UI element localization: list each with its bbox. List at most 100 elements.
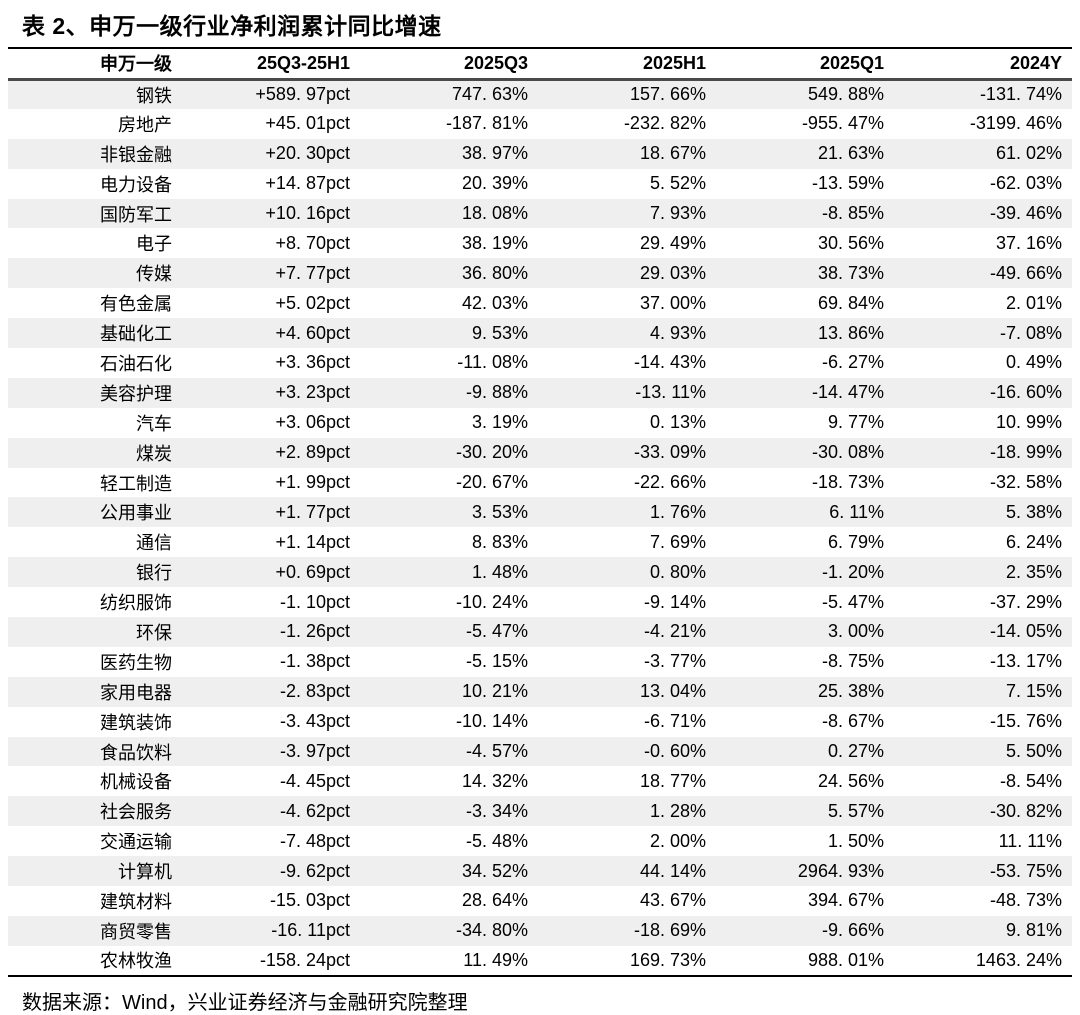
value-cell: 10. 21% <box>461 681 528 702</box>
table-row: 机械设备 -4. 45pct 14. 32% 18. 77% 24. 56% -8. 54… <box>8 766 1072 796</box>
value-cell: -0. 60% <box>643 741 706 762</box>
value-cell: -1. 26pct <box>279 621 350 642</box>
value-cell: -48. 73% <box>989 890 1062 911</box>
value-cell: 13. 04% <box>639 681 706 702</box>
value-cell: 1. 28% <box>649 800 706 821</box>
table-row: 有色金属 +5. 02pct 42. 03% 37. 00% 69. 84% 2. 01% <box>8 288 1072 318</box>
value-cell: -3. 43pct <box>279 711 350 732</box>
value-cell: -22. 66% <box>633 472 706 493</box>
industry-name-cell: 环保 <box>136 622 172 643</box>
value-cell: -5. 15% <box>465 651 528 672</box>
value-cell: -158. 24pct <box>259 949 350 970</box>
value-cell: 1463. 24% <box>975 949 1062 970</box>
table-header: 申万一级 25Q3-25H1 2025Q3 2025H1 2025Q1 2024Y <box>8 48 1072 81</box>
value-cell: 5. 52% <box>649 173 706 194</box>
industry-name-cell: 钢铁 <box>136 85 172 106</box>
table-row: 纺织服饰 -1. 10pct -10. 24% -9. 14% -5. 47% -37. … <box>8 587 1072 617</box>
value-cell: -7. 08% <box>999 322 1062 343</box>
table-row: 传媒 +7. 77pct 36. 80% 29. 03% 38. 73% -49. 66% <box>8 258 1072 289</box>
industry-name-cell: 社会服务 <box>100 802 172 823</box>
value-cell: -3. 77% <box>643 651 706 672</box>
value-cell: 169. 73% <box>629 949 706 970</box>
value-cell: 42. 03% <box>461 292 528 313</box>
table-row: 汽车 +3. 06pct 3. 19% 0. 13% 9. 77% 10. 99% <box>8 408 1072 438</box>
value-cell: 3. 00% <box>827 621 884 642</box>
value-cell: -4. 62pct <box>279 800 350 821</box>
value-cell: -9. 88% <box>465 382 528 403</box>
value-cell: -8. 67% <box>821 711 884 732</box>
industry-name-cell: 电子 <box>136 234 172 255</box>
value-cell: -5. 47% <box>465 621 528 642</box>
value-cell: -18. 99% <box>989 442 1062 463</box>
value-cell: +589. 97pct <box>255 84 350 105</box>
industry-name-cell: 家用电器 <box>100 682 172 703</box>
table-row: 建筑装饰 -3. 43pct -10. 14% -6. 71% -8. 67% -15. … <box>8 707 1072 737</box>
value-cell: -6. 27% <box>821 352 884 373</box>
value-cell: -32. 58% <box>989 472 1062 493</box>
value-cell: -62. 03% <box>989 173 1062 194</box>
value-cell: -39. 46% <box>989 203 1062 223</box>
value-cell: +1. 14pct <box>275 531 350 552</box>
value-cell: -33. 09% <box>633 442 706 463</box>
value-cell: 2. 35% <box>1005 561 1062 582</box>
value-cell: 11. 11% <box>998 830 1062 851</box>
value-cell: 4. 93% <box>649 322 706 343</box>
industry-name-cell: 交通运输 <box>100 832 172 853</box>
value-cell: +1. 99pct <box>275 472 350 493</box>
table-row: 公用事业 +1. 77pct 3. 53% 1. 76% 6. 11% 5. 38% <box>8 497 1072 528</box>
value-cell: +10. 16pct <box>265 203 350 223</box>
industry-name-cell: 计算机 <box>118 862 172 883</box>
value-cell: 18. 67% <box>639 143 706 164</box>
value-cell: 7. 69% <box>649 531 706 552</box>
value-cell: -4. 45pct <box>279 770 350 791</box>
header-row: 申万一级 25Q3-25H1 2025Q3 2025H1 2025Q1 2024Y <box>8 48 1072 81</box>
value-cell: 44. 14% <box>639 860 706 881</box>
industry-name-cell: 煤炭 <box>136 443 172 464</box>
value-cell: +7. 77pct <box>275 262 350 283</box>
value-cell: 18. 08% <box>461 203 528 223</box>
value-cell: 34. 52% <box>461 860 528 881</box>
value-cell: +3. 36pct <box>275 352 350 373</box>
value-cell: -13. 11% <box>635 382 706 403</box>
value-cell: -30. 20% <box>455 442 528 463</box>
industry-name-cell: 商贸零售 <box>100 921 172 942</box>
table-row: 基础化工 +4. 60pct 9. 53% 4. 93% 13. 86% -7. 08% <box>8 318 1072 349</box>
value-cell: -8. 75% <box>821 651 884 672</box>
value-cell: 29. 49% <box>639 232 706 253</box>
value-cell: 9. 81% <box>1005 920 1062 941</box>
value-cell: -1. 38pct <box>279 651 350 672</box>
table-row: 钢铁 +589. 97pct 747. 63% 157. 66% 549. 88% -13… <box>8 79 1072 109</box>
industry-name-cell: 轻工制造 <box>100 473 172 494</box>
value-cell: -16. 60% <box>989 382 1062 403</box>
value-cell: 9. 53% <box>471 322 528 343</box>
value-cell: 38. 19% <box>461 232 528 253</box>
table-row: 轻工制造 +1. 99pct -20. 67% -22. 66% -18. 73% -32… <box>8 468 1072 498</box>
value-cell: 8. 83% <box>471 531 528 552</box>
industry-name-cell: 建筑材料 <box>100 891 172 912</box>
table-row: 电力设备 +14. 87pct 20. 39% 5. 52% -13. 59% -62. … <box>8 169 1072 199</box>
value-cell: 747. 63% <box>451 84 528 105</box>
data-source-note: 数据来源：Wind，兴业证券经济与金融研究院整理 <box>22 991 468 1014</box>
value-cell: 24. 56% <box>817 770 884 791</box>
industry-name-cell: 非银金融 <box>100 144 172 165</box>
table-row: 通信 +1. 14pct 8. 83% 7. 69% 6. 79% 6. 24% <box>8 527 1072 557</box>
table-row: 非银金融 +20. 30pct 38. 97% 18. 67% 21. 63% 61. 0… <box>8 138 1072 169</box>
table-row: 商贸零售 -16. 11pct -34. 80% -18. 69% -9. 66% 9. … <box>8 915 1072 946</box>
industry-name-cell: 石油石化 <box>100 353 172 374</box>
value-cell: 37. 00% <box>639 292 706 313</box>
table-row: 环保 -1. 26pct -5. 47% -4. 21% 3. 00% -14. 05% <box>8 617 1072 647</box>
table-row: 社会服务 -4. 62pct -3. 34% 1. 28% 5. 57% -30. 82% <box>8 796 1072 827</box>
value-cell: -187. 81% <box>445 113 528 134</box>
column-header-4: 2025Q1 <box>716 48 894 81</box>
industry-profit-growth-table: 申万一级 25Q3-25H1 2025Q3 2025H1 2025Q1 2024Y 钢铁 +… <box>8 47 1072 977</box>
value-cell: -18. 69% <box>633 920 706 941</box>
value-cell: 36. 80% <box>461 262 528 283</box>
table-row: 煤炭 +2. 89pct -30. 20% -33. 09% -30. 08% -18. … <box>8 437 1072 468</box>
value-cell: 5. 57% <box>827 800 884 821</box>
value-cell: +4. 60pct <box>275 322 350 343</box>
value-cell: 38. 73% <box>817 262 884 283</box>
value-cell: 157. 66% <box>629 84 706 105</box>
value-cell: -11. 08% <box>457 352 528 373</box>
value-cell: -18. 73% <box>811 472 884 493</box>
value-cell: -1. 10pct <box>279 591 350 612</box>
